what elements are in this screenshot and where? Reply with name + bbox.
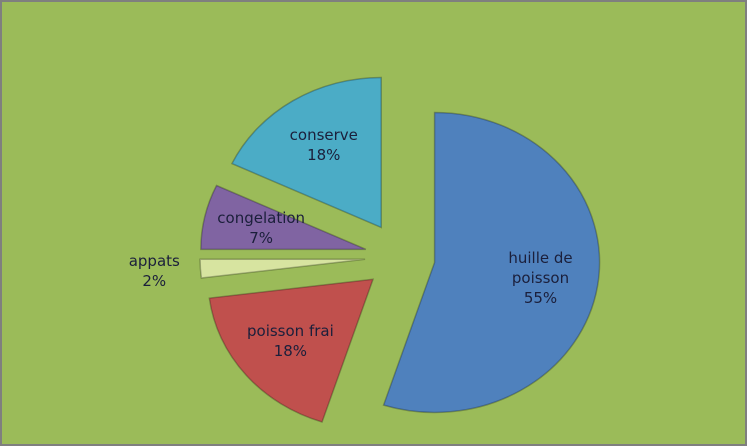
slice-label: congelation 7% [211,208,311,248]
value-label: 2% [142,272,167,291]
slice-label: huille de poisson 55% [490,248,590,308]
category-label: poisson frai [247,322,334,341]
category-label: huille de poisson [508,248,573,287]
slice-label: poisson frai 18% [240,321,340,361]
category-label: appats [128,252,180,271]
value-label: 18% [273,342,308,361]
category-label: conserve [289,126,358,145]
pie-slice [230,76,382,229]
value-label: 18% [307,146,341,165]
pie-slice [200,184,367,251]
value-label: 55% [523,288,558,307]
slice-label: appats 2% [104,251,204,291]
pie-slice [199,258,366,279]
pie-slice [208,278,375,423]
slice-label: conserve 18% [274,125,374,165]
value-label: 7% [249,229,274,248]
category-label: congelation [217,209,306,228]
pie-slice [382,111,601,414]
